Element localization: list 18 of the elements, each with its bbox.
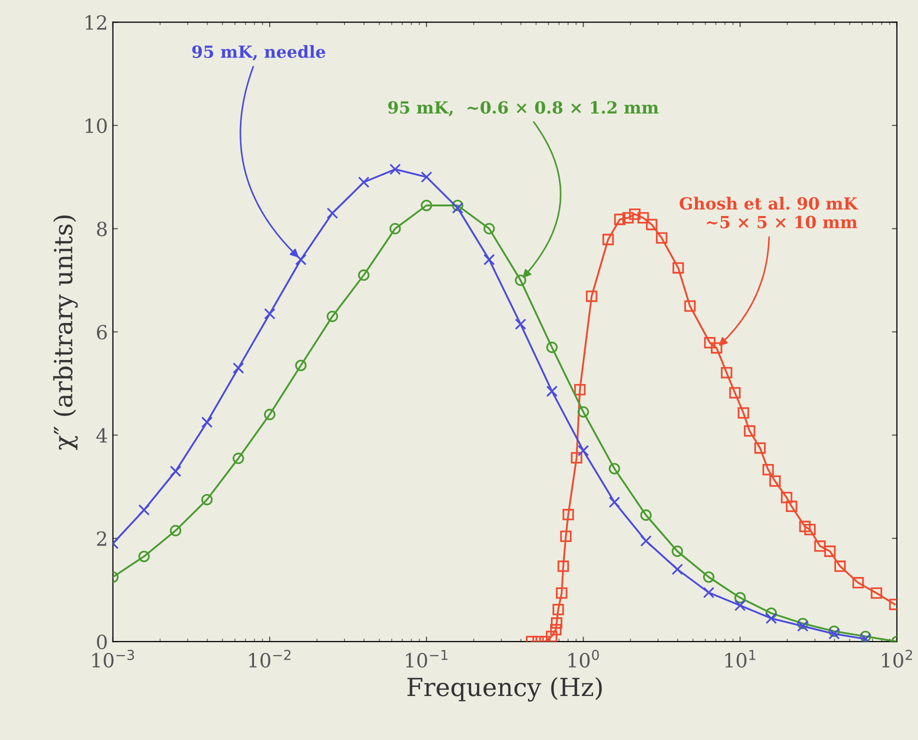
x-tick-label: 10$^{0}$ [568,650,599,668]
y-tick-label: 8 [96,222,107,236]
x-axis-title: Frequency (Hz) [407,677,602,702]
y-tick-label: 12 [86,15,106,30]
annotation: 95 mK, ~0.6 × 0.8 × 1.2 mm [388,101,659,116]
annotation: Ghosh et al. 90 mK ~5 × 5 × 10 mm [680,196,858,228]
x-tick-label: 10$^{2}$ [882,650,912,668]
y-tick-label: 6 [96,324,107,340]
y-tick-label: 4 [96,428,108,443]
annotation: 95 mK, needle [192,45,326,61]
x-tick-label: 10$^{−2}$ [249,650,290,668]
y-tick-label: 2 [97,531,106,546]
x-tick-label: 10$^{1}$ [725,650,756,668]
y-tick-label: 0 [96,634,107,650]
x-tick-label: 10$^{−1}$ [406,650,448,668]
y-tick-label: 10 [86,118,107,134]
x-tick-label: 10$^{−3}$ [92,650,134,668]
y-axis-title: χ″ (arbitrary units) [53,215,78,450]
